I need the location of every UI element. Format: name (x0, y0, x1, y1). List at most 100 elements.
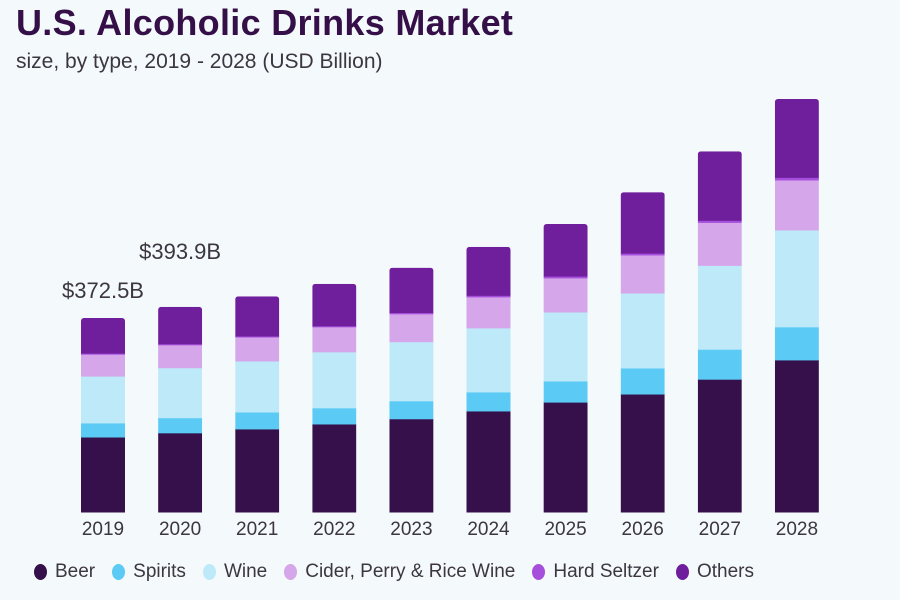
x-tick-label: 2021 (236, 519, 278, 540)
bar-segment-wine-2027 (697, 265, 742, 350)
bar-segment-others-2020 (158, 306, 203, 345)
bar-2022 (312, 283, 357, 513)
chart-subtitle: size, by type, 2019 - 2028 (USD Billion) (16, 50, 383, 73)
legend-item-beer: Beer (34, 561, 95, 583)
bar-segment-hard-seltzer-2023 (389, 312, 434, 315)
bar-segment-cider-perry-rice-wine-2019 (81, 354, 125, 377)
bar-segment-others-2019 (81, 317, 125, 354)
x-tick-label: 2027 (699, 519, 741, 540)
bar-segment-cider-perry-rice-wine-2024 (466, 296, 511, 329)
legend-label: Hard Seltzer (553, 561, 659, 582)
bar-2023 (389, 267, 434, 513)
x-tick-label: 2024 (467, 519, 510, 540)
bar-segment-cider-perry-rice-wine-2022 (312, 326, 357, 353)
bar-segment-spirits-2023 (389, 400, 434, 420)
bar-segment-hard-seltzer-2022 (312, 325, 357, 328)
bar-segment-others-2021 (235, 296, 280, 337)
bar-segment-spirits-2027 (697, 349, 742, 380)
bar-segment-hard-seltzer-2020 (158, 343, 203, 346)
x-tick-label: 2023 (390, 519, 432, 540)
total-label-2019: $372.5B (62, 278, 144, 303)
bar-segment-beer-2025 (543, 402, 588, 513)
bar-segment-spirits-2020 (158, 417, 203, 434)
x-tick-label: 2020 (159, 519, 201, 540)
bar-segment-wine-2028 (774, 229, 819, 328)
bar-2020 (158, 306, 203, 513)
legend: Beer Spirits Wine Cider, Perry & Rice Wine H… (34, 561, 771, 583)
bar-2027 (697, 151, 742, 513)
bar-segment-wine-2019 (81, 376, 125, 424)
legend-item-wine: Wine (202, 561, 268, 583)
legend-label: Others (696, 561, 754, 582)
legend-label: Beer (55, 561, 96, 582)
bar-segment-others-2024 (466, 246, 511, 296)
bar-segment-cider-perry-rice-wine-2021 (235, 337, 280, 362)
bar-segment-hard-seltzer-2021 (235, 335, 280, 338)
bar-2026 (620, 192, 665, 513)
bar-segment-cider-perry-rice-wine-2023 (389, 313, 434, 343)
legend-dot-icon (112, 564, 126, 580)
legend-item-cider-perry-rice-wine: Cider, Perry & Rice Wine (284, 561, 515, 583)
bar-2024 (466, 246, 511, 513)
bar-segment-hard-seltzer-2019 (81, 353, 125, 355)
bar-segment-cider-perry-rice-wine-2025 (543, 277, 588, 313)
bar-segment-beer-2022 (312, 423, 357, 513)
x-tick-label: 2028 (776, 519, 818, 540)
bar-segment-beer-2028 (774, 359, 819, 513)
bar-segment-cider-perry-rice-wine-2028 (774, 179, 819, 231)
bar-segment-others-2022 (312, 283, 357, 327)
legend-dot-icon (532, 564, 546, 580)
bar-segment-spirits-2028 (774, 326, 819, 361)
bar-segment-wine-2024 (466, 327, 511, 393)
legend-item-spirits: Spirits (112, 561, 186, 583)
bar-segment-cider-perry-rice-wine-2027 (697, 222, 742, 266)
bar-2025 (543, 223, 588, 513)
bar-2019 (81, 317, 125, 513)
bar-segment-beer-2020 (158, 432, 203, 513)
bar-segment-wine-2021 (235, 360, 280, 413)
bar-segment-others-2028 (774, 98, 819, 178)
bar-segment-wine-2022 (312, 351, 357, 409)
legend-label: Spirits (133, 561, 186, 582)
legend-item-others: Others (675, 561, 754, 583)
legend-item-hard-seltzer: Hard Seltzer (532, 561, 659, 583)
legend-dot-icon (675, 564, 689, 580)
bar-segment-spirits-2022 (312, 407, 357, 425)
bar-segment-beer-2026 (620, 394, 665, 513)
bar-segment-cider-perry-rice-wine-2026 (620, 254, 665, 294)
legend-dot-icon (284, 564, 298, 580)
legend-dot-icon (202, 564, 216, 580)
bar-segment-others-2023 (389, 267, 434, 314)
legend-label: Wine (223, 561, 268, 582)
legend-dot-icon (34, 564, 47, 580)
bar-2021 (235, 296, 280, 513)
bar-segment-spirits-2026 (620, 367, 665, 395)
bar-segment-spirits-2021 (235, 412, 280, 430)
bar-segment-hard-seltzer-2027 (697, 220, 742, 223)
bar-segment-wine-2026 (620, 292, 665, 369)
x-tick-label: 2026 (622, 519, 664, 540)
x-tick-label: 2022 (313, 519, 355, 540)
bar-segment-wine-2020 (158, 367, 203, 419)
x-tick-label: 2025 (544, 519, 586, 540)
bar-segment-others-2026 (620, 192, 665, 254)
bar-segment-beer-2021 (235, 428, 280, 513)
bar-segment-beer-2027 (697, 379, 742, 513)
bar-segment-beer-2024 (466, 410, 511, 513)
chart-title: U.S. Alcoholic Drinks Market (16, 2, 514, 43)
x-tick-label: 2019 (82, 519, 124, 540)
bar-segment-hard-seltzer-2028 (774, 177, 819, 181)
bar-segment-beer-2019 (81, 437, 125, 513)
bar-segment-wine-2023 (389, 341, 434, 402)
bar-segment-cider-perry-rice-wine-2020 (158, 344, 203, 369)
total-label-2020: $393.9B (139, 239, 221, 264)
bar-segment-hard-seltzer-2025 (543, 276, 588, 279)
bar-segment-spirits-2024 (466, 391, 511, 412)
legend-label: Cider, Perry & Rice Wine (305, 561, 516, 582)
bar-segment-beer-2023 (389, 418, 434, 513)
bar-segment-wine-2025 (543, 312, 588, 382)
bar-segment-hard-seltzer-2024 (466, 295, 511, 298)
bar-segment-others-2027 (697, 151, 742, 221)
bar-2028 (774, 98, 819, 513)
